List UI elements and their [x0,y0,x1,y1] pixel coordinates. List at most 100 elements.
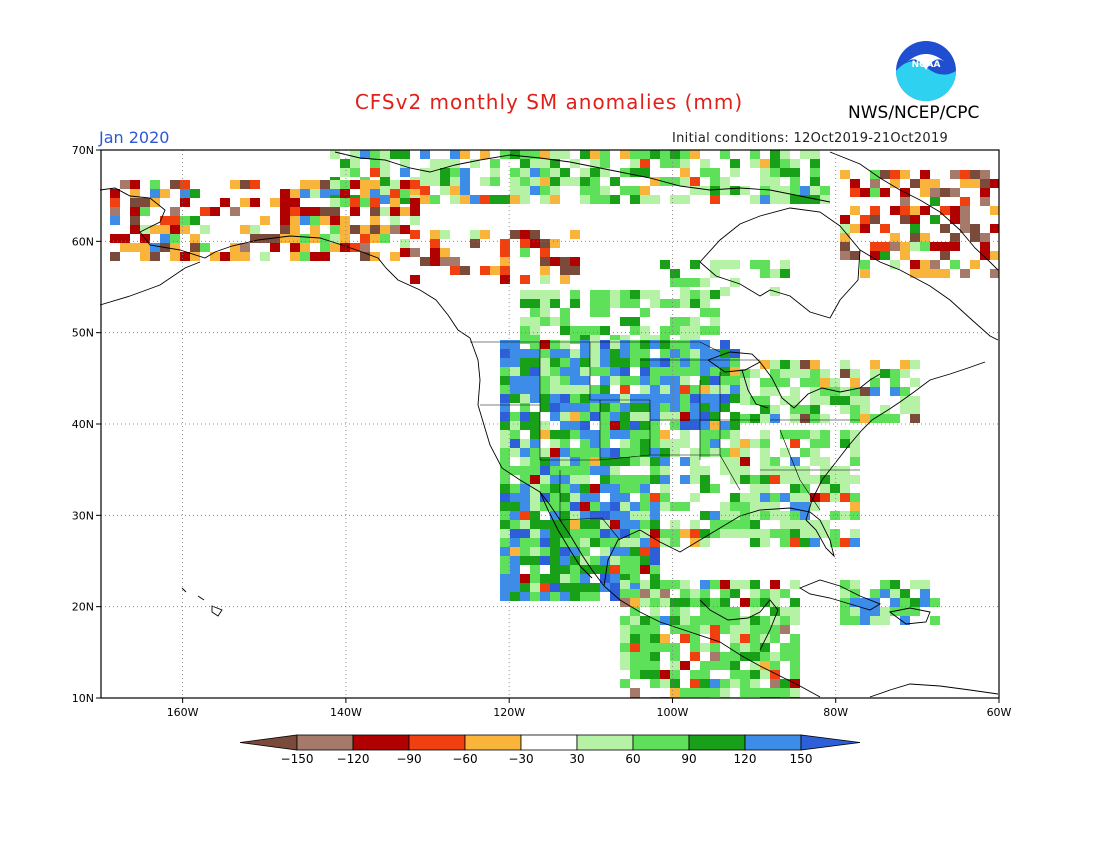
anomaly-cell [870,369,880,378]
anomaly-cell [530,326,540,335]
anomaly-cell [650,475,660,484]
anomaly-cell [880,188,890,197]
anomaly-cell [650,290,660,299]
anomaly-cell [280,198,290,207]
anomaly-cell [750,538,760,547]
anomaly-cell [650,421,660,430]
anomaly-cell [880,616,890,625]
anomaly-cell [710,580,720,589]
anomaly-cell [580,457,590,466]
anomaly-cell [810,439,820,448]
anomaly-cell [810,387,820,396]
anomaly-cell [600,376,610,385]
anomaly-cell [710,439,720,448]
anomaly-cell [640,340,650,349]
anomaly-cell [660,457,670,466]
anomaly-cell [770,414,780,423]
colorbar-right-arrow [800,734,861,751]
anomaly-cell [710,661,720,670]
anomaly-cell [760,378,770,387]
anomaly-cell [190,252,200,261]
anomaly-cell [840,439,850,448]
anomaly-cell [650,574,660,583]
anomaly-cell [500,349,510,358]
anomaly-cell [840,396,850,405]
anomaly-cell [600,349,610,358]
anomaly-cell [640,358,650,367]
anomaly-cell [860,387,870,396]
anomaly-cell [890,607,900,616]
anomaly-cell [560,448,570,457]
anomaly-cell [640,643,650,652]
anomaly-cell [520,448,530,457]
anomaly-cell [520,502,530,511]
anomaly-cell [570,326,580,335]
anomaly-cell [170,216,180,225]
anomaly-cell [890,414,900,423]
anomaly-cell [710,652,720,661]
anomaly-cell [650,177,660,186]
anomaly-cell [660,260,670,269]
anomaly-cell [770,688,780,697]
anomaly-cell [110,252,120,261]
anomaly-cell [240,198,250,207]
anomaly-cell [790,688,800,697]
anomaly-cell [620,376,630,385]
anomaly-cell [350,243,360,252]
anomaly-cell [850,493,860,502]
anomaly-cell [630,448,640,457]
anomaly-cell [150,180,160,189]
anomaly-cell [540,239,550,248]
anomaly-cell [500,257,510,266]
anomaly-cell [790,186,800,195]
anomaly-cell [630,529,640,538]
anomaly-cell [550,574,560,583]
anomaly-cell [820,520,830,529]
anomaly-cell [400,239,410,248]
anomaly-cell [330,207,340,216]
anomaly-cell [640,475,650,484]
anomaly-cell [170,225,180,234]
anomaly-cell [170,252,180,261]
anomaly-cell [690,412,700,421]
anomaly-cell [690,177,700,186]
anomaly-cell [580,168,590,177]
anomaly-cell [730,394,740,403]
anomaly-cell [770,466,780,475]
anomaly-cell [360,150,370,159]
anomaly-cell [660,430,670,439]
anomaly-cell [420,186,430,195]
anomaly-cell [330,234,340,243]
anomaly-cell [910,224,920,233]
anomaly-cell [720,150,730,159]
lat-label: 50N [72,327,94,340]
anomaly-cell [530,511,540,520]
anomaly-cell [870,378,880,387]
anomaly-cell [670,529,680,538]
anomaly-cell [770,159,780,168]
anomaly-cell [980,251,990,260]
anomaly-cell [550,448,560,457]
anomaly-cell [650,466,660,475]
colorbar-box [464,734,522,751]
anomaly-cell [580,326,590,335]
anomaly-cell [970,224,980,233]
anomaly-cell [890,233,900,242]
anomaly-cell [810,177,820,186]
anomaly-cell [640,430,650,439]
anomaly-cell [510,565,520,574]
colorbar-box [352,734,410,751]
anomaly-cell [290,198,300,207]
anomaly-cell [620,457,630,466]
anomaly-cell [820,529,830,538]
anomaly-cell [580,195,590,204]
anomaly-cell [540,583,550,592]
anomaly-cell [500,484,510,493]
anomaly-cell [570,529,580,538]
anomaly-cell [570,177,580,186]
anomaly-cell [510,529,520,538]
anomaly-cell [330,225,340,234]
anomaly-cell [480,177,490,186]
anomaly-cell [900,616,910,625]
anomaly-cell [200,207,210,216]
